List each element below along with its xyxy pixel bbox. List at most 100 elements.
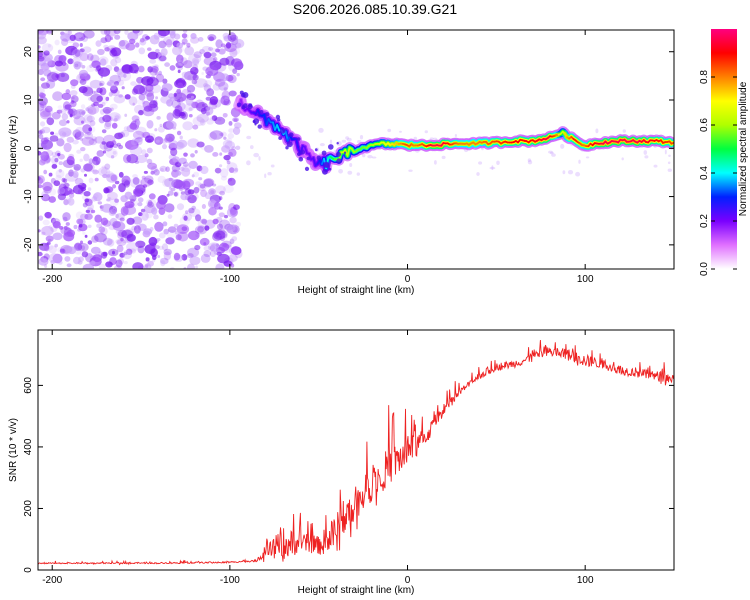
noise-blob xyxy=(106,198,111,202)
noise-blob xyxy=(183,152,188,157)
noise-blob xyxy=(115,213,119,219)
noise-blob xyxy=(229,48,238,58)
noise-blob xyxy=(478,161,483,165)
noise-blob xyxy=(643,150,648,155)
noise-blob xyxy=(218,48,226,55)
noise-blob xyxy=(96,223,103,229)
noise-blob xyxy=(234,42,242,48)
noise-blob xyxy=(188,107,193,111)
noise-blob xyxy=(76,34,82,39)
noise-blob xyxy=(160,168,164,172)
noise-blob xyxy=(62,212,71,222)
noise-blob xyxy=(217,223,223,230)
noise-blob xyxy=(164,62,171,67)
noise-blob xyxy=(192,116,205,127)
noise-blob xyxy=(98,263,106,269)
noise-blob xyxy=(38,176,41,181)
noise-blob xyxy=(113,265,122,269)
noise-blob xyxy=(346,137,352,142)
noise-blob xyxy=(119,40,126,47)
noise-blob xyxy=(101,141,106,145)
ridge-blob xyxy=(257,113,260,117)
noise-blob xyxy=(229,238,235,245)
noise-blob xyxy=(208,36,215,42)
noise-blob xyxy=(150,248,158,257)
noise-blob xyxy=(66,155,75,166)
noise-blob xyxy=(548,150,553,154)
noise-blob xyxy=(54,39,60,46)
noise-blob xyxy=(203,51,212,59)
noise-blob xyxy=(60,33,71,42)
noise-blob xyxy=(221,145,231,153)
noise-blob xyxy=(52,91,63,102)
noise-blob xyxy=(187,90,191,94)
noise-blob xyxy=(173,180,186,190)
noise-blob xyxy=(129,122,137,130)
noise-blob xyxy=(114,132,124,140)
noise-blob xyxy=(131,138,138,146)
x-tick-label: -200 xyxy=(42,575,62,586)
noise-blob xyxy=(124,191,133,200)
noise-blob xyxy=(81,35,89,42)
noise-blob xyxy=(232,68,238,74)
noise-blob xyxy=(118,258,124,265)
noise-blob xyxy=(527,160,533,165)
noise-blob xyxy=(123,73,127,78)
noise-blob xyxy=(68,192,75,198)
y-tick-label: 0 xyxy=(23,567,34,573)
noise-blob xyxy=(151,207,158,215)
noise-blob xyxy=(144,153,149,158)
noise-blob xyxy=(210,190,215,194)
ridge-blob xyxy=(335,151,341,157)
noise-blob xyxy=(172,156,180,163)
noise-blob xyxy=(113,118,118,122)
noise-blob xyxy=(97,67,111,77)
ridge-blob xyxy=(328,144,334,150)
noise-blob xyxy=(141,149,147,156)
noise-blob xyxy=(667,161,671,165)
noise-blob xyxy=(229,167,235,173)
noise-blob xyxy=(208,46,214,51)
noise-blob xyxy=(88,138,98,146)
noise-blob xyxy=(199,49,205,54)
ridge-blob xyxy=(297,152,301,157)
ridge-segment xyxy=(284,130,289,142)
noise-blob xyxy=(234,122,242,129)
noise-blob xyxy=(215,263,225,269)
spectrogram-frame xyxy=(37,29,675,270)
noise-blob xyxy=(154,128,158,132)
noise-blob xyxy=(120,237,124,242)
snr-x-axis: -200 -100 0 100 xyxy=(42,330,594,586)
noise-blob xyxy=(227,74,237,84)
noise-blob xyxy=(43,53,53,62)
noise-blob xyxy=(222,113,228,118)
noise-blob xyxy=(157,126,165,133)
noise-blob xyxy=(90,246,101,254)
noise-blob xyxy=(67,58,74,65)
noise-blob xyxy=(214,167,222,174)
noise-blob xyxy=(185,210,189,215)
noise-blob xyxy=(668,154,671,157)
noise-blob xyxy=(59,108,67,115)
noise-blob xyxy=(94,177,99,182)
noise-blob xyxy=(156,238,161,242)
noise-blob xyxy=(219,132,224,137)
noise-blob xyxy=(166,112,174,122)
noise-blob xyxy=(147,47,152,51)
noise-blob xyxy=(93,101,99,107)
noise-blob xyxy=(149,100,158,109)
noise-blob xyxy=(220,168,229,178)
noise-blob xyxy=(181,38,188,45)
noise-blob xyxy=(204,192,211,200)
ridge-blob xyxy=(278,136,283,141)
noise-blob xyxy=(87,240,93,245)
colorbar-tick-label: 0.2 xyxy=(699,214,710,228)
noise-blob xyxy=(178,59,184,66)
noise-blob xyxy=(164,177,177,188)
noise-blob xyxy=(225,224,236,232)
noise-blob xyxy=(175,170,182,176)
noise-blob xyxy=(124,113,128,118)
noise-blob xyxy=(46,117,55,126)
noise-blob xyxy=(318,127,324,133)
noise-blob xyxy=(57,153,65,160)
